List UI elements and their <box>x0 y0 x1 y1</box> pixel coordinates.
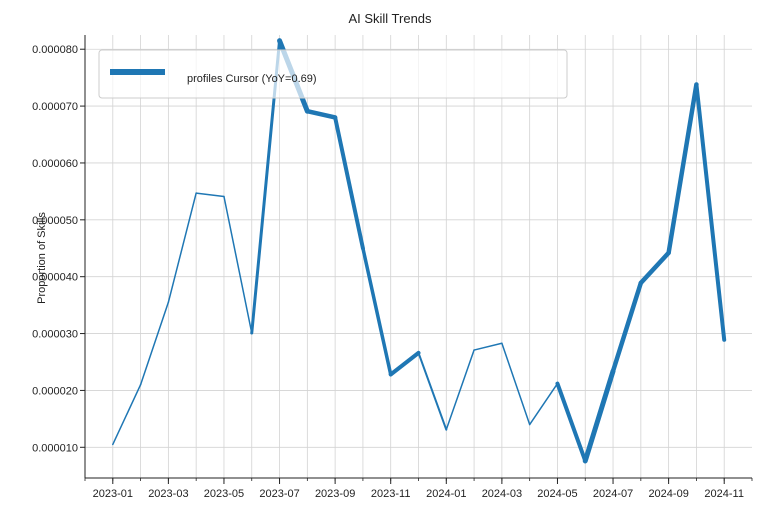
legend-label: profiles Cursor (YoY=0.69) <box>187 73 317 85</box>
line-segment <box>502 343 530 424</box>
x-tick-label: 2023-07 <box>259 488 299 500</box>
x-tick-label: 2024-07 <box>593 488 633 500</box>
y-tick-label: 0.000020 <box>32 385 78 397</box>
line-segment <box>196 193 224 196</box>
line-segment <box>419 353 447 430</box>
y-tick-label: 0.000030 <box>32 329 78 341</box>
line-segment <box>335 117 363 248</box>
x-tick-label: 2024-09 <box>648 488 688 500</box>
line-segment <box>474 343 502 350</box>
y-tick-label: 0.000010 <box>32 442 78 454</box>
grid <box>85 35 752 478</box>
legend: profiles Cursor (YoY=0.69) <box>99 50 567 98</box>
legend-box <box>99 50 567 98</box>
x-tick-label: 2024-01 <box>426 488 466 500</box>
x-tick-label: 2024-05 <box>537 488 577 500</box>
line-segment <box>641 253 669 283</box>
y-tick-label: 0.000080 <box>32 44 78 56</box>
x-tick-label: 2023-05 <box>204 488 244 500</box>
line-segment <box>669 84 697 252</box>
line-segment <box>141 302 169 384</box>
line-segment <box>363 248 391 374</box>
line-segment <box>224 197 252 333</box>
x-tick-label: 2023-01 <box>93 488 133 500</box>
line-segment <box>168 193 196 302</box>
line-segment <box>557 384 585 461</box>
line-segment <box>696 84 724 339</box>
x-tick-label: 2023-11 <box>371 488 411 500</box>
x-tick-label: 2024-03 <box>482 488 522 500</box>
x-tick-label: 2023-09 <box>315 488 355 500</box>
line-segment <box>446 350 474 430</box>
y-axis-label: Proportion of Skills <box>36 212 48 304</box>
x-tick-label: 2023-03 <box>148 488 188 500</box>
y-tick-label: 0.000070 <box>32 101 78 113</box>
line-segment <box>113 385 141 445</box>
x-tick-label: 2024-11 <box>704 488 744 500</box>
y-tick-label: 0.000060 <box>32 158 78 170</box>
line-segment <box>530 384 558 425</box>
line-segment <box>613 283 641 371</box>
line-segment <box>391 353 419 375</box>
chart-title: AI Skill Trends <box>0 11 780 26</box>
line-segment <box>307 111 335 117</box>
